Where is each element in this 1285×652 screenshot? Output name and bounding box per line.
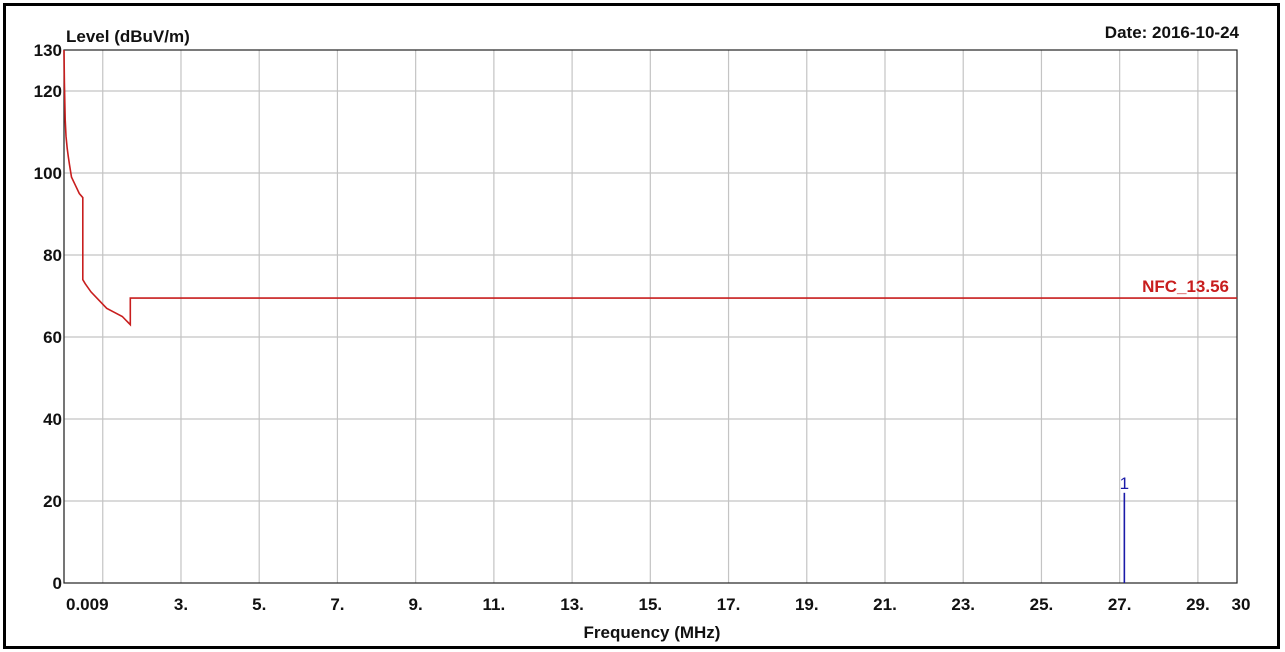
y-axis-label: Level (dBuV/m) (66, 27, 190, 46)
x-tick-label: 0.009 (66, 595, 109, 614)
y-tick-label: 0 (53, 574, 62, 593)
chart-frame (3, 3, 1280, 649)
x-tick-label: 30 (1232, 595, 1251, 614)
x-tick-label: 3. (174, 595, 188, 614)
series-layer: NFC_13.56 (63, 49, 1237, 327)
y-tick-label: 20 (43, 492, 62, 511)
marker-layer: 1 (1120, 474, 1129, 583)
y-tick-label: 60 (43, 328, 62, 347)
grid-layer (63, 49, 1238, 584)
x-tick-label: 11. (483, 595, 506, 614)
x-tick-label: 9. (409, 595, 423, 614)
marker-label: 1 (1120, 474, 1129, 493)
x-tick-label: 29. (1186, 595, 1210, 614)
x-tick-label: 17. (717, 595, 741, 614)
x-tick-label: 27. (1108, 595, 1132, 614)
x-tick-label: 15. (639, 595, 663, 614)
y-tick-label: 80 (43, 246, 62, 265)
x-tick-label: 13. (560, 595, 584, 614)
x-tick-label: 23. (951, 595, 975, 614)
x-tick-label: 21. (873, 595, 897, 614)
x-tick-label: 19. (795, 595, 819, 614)
x-tick-label: 5. (252, 595, 266, 614)
plot-border (63, 49, 1238, 584)
x-axis-label: Frequency (MHz) (584, 623, 721, 642)
y-tick-label: 130 (34, 41, 62, 60)
x-tick-label: 25. (1030, 595, 1054, 614)
y-tick-label: 120 (34, 82, 62, 101)
date-label: Date: 2016-10-24 (1105, 23, 1240, 42)
series-line-nfc-13-56 (63, 49, 1237, 327)
y-tick-label: 40 (43, 410, 62, 429)
x-tick-label: 7. (330, 595, 344, 614)
series-label: NFC_13.56 (1142, 277, 1229, 296)
y-tick-label: 100 (34, 164, 62, 183)
